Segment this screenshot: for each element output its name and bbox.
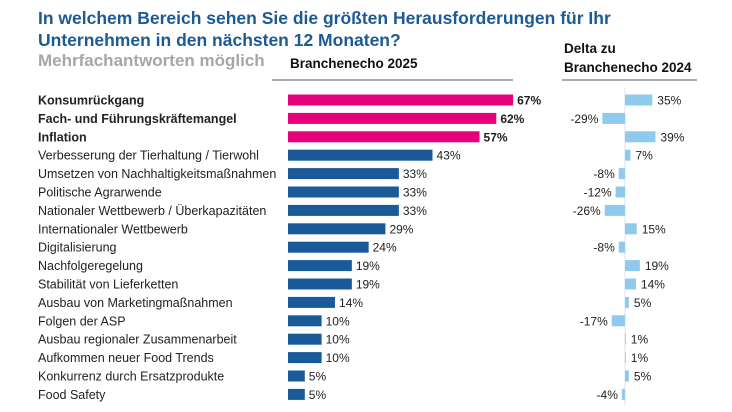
value-label-2025: 10% bbox=[326, 333, 350, 347]
category-label: Nachfolgeregelung bbox=[38, 259, 143, 273]
bar-delta bbox=[625, 296, 629, 308]
value-label-2025: 24% bbox=[373, 241, 397, 255]
value-label-delta: 5% bbox=[634, 296, 652, 310]
value-label-delta: 1% bbox=[631, 333, 649, 347]
bar-delta bbox=[625, 149, 631, 161]
value-label-2025: 19% bbox=[356, 259, 380, 273]
value-label-delta: -29% bbox=[570, 112, 598, 126]
series-header-delta-line-2: Branchenecho 2024 bbox=[564, 60, 692, 75]
value-label-2025: 57% bbox=[484, 130, 508, 144]
bar-2025 bbox=[288, 333, 322, 345]
value-label-delta: 5% bbox=[634, 370, 652, 384]
value-label-delta: -8% bbox=[593, 167, 615, 181]
value-label-delta: 19% bbox=[645, 259, 669, 273]
value-label-delta: 14% bbox=[641, 278, 665, 292]
chart-title-line-2: Unternehmen in den nächsten 12 Monaten? bbox=[38, 30, 401, 50]
bar-2025 bbox=[288, 388, 305, 400]
value-label-delta: -12% bbox=[584, 186, 612, 200]
value-label-2025: 33% bbox=[403, 186, 427, 200]
category-label: Konkurrenz durch Ersatzprodukte bbox=[38, 370, 224, 384]
bar-2025 bbox=[288, 241, 369, 253]
value-label-2025: 10% bbox=[326, 314, 350, 328]
category-label: Ausbau von Marketingmaßnahmen bbox=[38, 296, 233, 310]
category-label: Umsetzen von Nachhaltigkeitsmaßnahmen bbox=[38, 167, 276, 181]
value-label-2025: 43% bbox=[436, 149, 460, 163]
bar-delta bbox=[604, 204, 625, 216]
bar-2025 bbox=[288, 352, 322, 364]
value-label-2025: 62% bbox=[500, 112, 524, 126]
value-label-delta: 7% bbox=[635, 149, 653, 163]
category-label: Inflation bbox=[38, 130, 87, 144]
value-label-2025: 29% bbox=[389, 222, 413, 236]
category-label: Stabilität von Lieferketten bbox=[38, 278, 178, 292]
bar-delta bbox=[625, 370, 629, 382]
series-header-2025: Branchenecho 2025 bbox=[290, 56, 418, 71]
category-label: Politische Agrarwende bbox=[38, 186, 162, 200]
bar-2025 bbox=[288, 112, 497, 124]
bar-delta bbox=[618, 168, 625, 180]
category-label: Food Safety bbox=[38, 388, 106, 402]
bar-delta bbox=[625, 333, 626, 345]
value-label-delta: -26% bbox=[573, 204, 601, 218]
chart-title-line-1: In welchem Bereich sehen Sie die größten… bbox=[38, 8, 611, 28]
value-label-delta: 1% bbox=[631, 351, 649, 365]
value-label-2025: 10% bbox=[326, 351, 350, 365]
bar-2025 bbox=[288, 149, 433, 161]
bar-delta bbox=[625, 260, 640, 272]
value-label-delta: 35% bbox=[657, 94, 681, 108]
bar-delta bbox=[615, 186, 625, 198]
bar-2025 bbox=[288, 168, 399, 180]
bar-delta bbox=[625, 278, 636, 290]
value-label-delta: 15% bbox=[642, 222, 666, 236]
value-label-2025: 67% bbox=[517, 94, 541, 108]
category-label: Aufkommen neuer Food Trends bbox=[38, 351, 214, 365]
category-label: Digitalisierung bbox=[38, 241, 117, 255]
category-label: Ausbau regionaler Zusammenarbeit bbox=[38, 333, 237, 347]
value-label-2025: 5% bbox=[309, 388, 327, 402]
bar-2025 bbox=[288, 223, 386, 235]
bar-2025 bbox=[288, 370, 305, 382]
bar-2025 bbox=[288, 204, 399, 216]
category-label: Fach- und Führungskräftemangel bbox=[38, 112, 237, 126]
bar-2025 bbox=[288, 296, 336, 308]
value-label-delta: -4% bbox=[597, 388, 619, 402]
bar-delta bbox=[625, 352, 626, 364]
value-label-2025: 5% bbox=[309, 370, 327, 384]
value-label-2025: 14% bbox=[339, 296, 363, 310]
category-label: Internationaler Wettbewerb bbox=[38, 222, 188, 236]
bar-delta bbox=[621, 388, 625, 400]
bar-2025 bbox=[288, 278, 352, 290]
category-label: Folgen der ASP bbox=[38, 314, 126, 328]
bar-delta bbox=[625, 223, 637, 235]
category-label: Verbesserung der Tierhaltung / Tierwohl bbox=[38, 149, 259, 163]
bar-delta bbox=[625, 94, 653, 106]
value-label-2025: 33% bbox=[403, 167, 427, 181]
value-label-2025: 19% bbox=[356, 278, 380, 292]
bar-delta bbox=[611, 315, 625, 327]
chart-subtitle: Mehrfachantworten möglich bbox=[38, 51, 265, 70]
bar-2025 bbox=[288, 315, 322, 327]
category-label: Konsumrückgang bbox=[38, 94, 144, 108]
bar-2025 bbox=[288, 260, 352, 272]
value-label-2025: 33% bbox=[403, 204, 427, 218]
bar-delta bbox=[618, 241, 625, 253]
bar-2025 bbox=[288, 131, 480, 143]
category-label: Nationaler Wettbewerb / Überkapazitäten bbox=[38, 204, 266, 218]
bar-2025 bbox=[288, 186, 399, 198]
bar-2025 bbox=[288, 94, 514, 106]
series-header-delta-line-1: Delta zu bbox=[564, 41, 616, 56]
bar-delta bbox=[625, 131, 656, 143]
value-label-delta: -17% bbox=[580, 314, 608, 328]
bar-delta bbox=[602, 112, 625, 124]
value-label-delta: -8% bbox=[593, 241, 615, 255]
value-label-delta: 39% bbox=[660, 130, 684, 144]
